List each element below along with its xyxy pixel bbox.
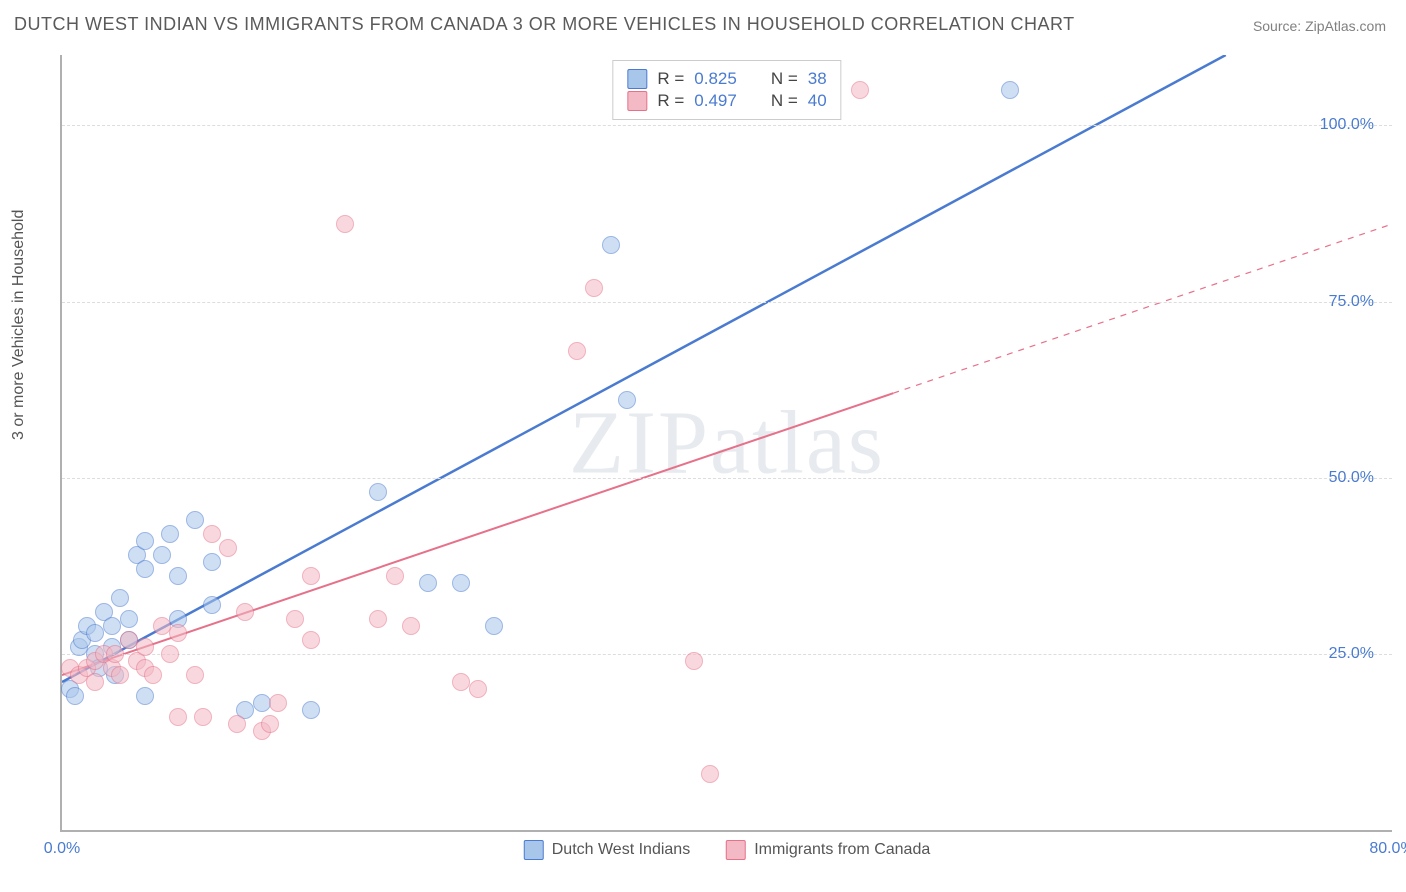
data-point	[169, 624, 187, 642]
data-point	[136, 560, 154, 578]
data-point	[302, 631, 320, 649]
data-point	[169, 567, 187, 585]
source-label: Source: ZipAtlas.com	[1253, 18, 1386, 34]
data-point	[302, 701, 320, 719]
data-point	[485, 617, 503, 635]
data-point	[161, 645, 179, 663]
data-point	[136, 638, 154, 656]
legend-series: Dutch West Indians Immigrants from Canada	[524, 840, 931, 860]
data-point	[86, 673, 104, 691]
data-point	[851, 81, 869, 99]
series-name: Immigrants from Canada	[754, 841, 930, 859]
data-point	[286, 610, 304, 628]
data-point	[111, 589, 129, 607]
data-point	[203, 525, 221, 543]
data-point	[186, 666, 204, 684]
data-point	[701, 765, 719, 783]
data-point	[261, 715, 279, 733]
data-point	[111, 666, 129, 684]
chart-title: DUTCH WEST INDIAN VS IMMIGRANTS FROM CAN…	[14, 14, 1075, 35]
data-point	[419, 574, 437, 592]
y-tick-label: 25.0%	[1329, 645, 1374, 663]
data-point	[1001, 81, 1019, 99]
data-point	[336, 215, 354, 233]
data-point	[103, 617, 121, 635]
data-point	[469, 680, 487, 698]
y-tick-label: 50.0%	[1329, 469, 1374, 487]
data-point	[369, 483, 387, 501]
trend-lines	[62, 55, 1392, 830]
data-point	[618, 391, 636, 409]
data-point	[86, 624, 104, 642]
data-point	[269, 694, 287, 712]
gridline	[62, 478, 1392, 479]
data-point	[66, 687, 84, 705]
data-point	[203, 553, 221, 571]
data-point	[153, 546, 171, 564]
data-point	[452, 574, 470, 592]
data-point	[302, 567, 320, 585]
y-axis-label: 3 or more Vehicles in Household	[10, 210, 28, 440]
legend-item: Dutch West Indians	[524, 840, 690, 860]
y-tick-label: 75.0%	[1329, 293, 1374, 311]
x-tick-label: 80.0%	[1369, 840, 1406, 858]
data-point	[120, 610, 138, 628]
legend-item: Immigrants from Canada	[726, 840, 930, 860]
data-point	[228, 715, 246, 733]
data-point	[169, 708, 187, 726]
data-point	[153, 617, 171, 635]
data-point	[602, 236, 620, 254]
plot-area: ZIPatlas R =0.825N =38R =0.497N =40 Dutc…	[60, 55, 1392, 832]
data-point	[203, 596, 221, 614]
gridline	[62, 125, 1392, 126]
data-point	[219, 539, 237, 557]
data-point	[568, 342, 586, 360]
series-name: Dutch West Indians	[552, 841, 690, 859]
data-point	[236, 603, 254, 621]
data-point	[120, 631, 138, 649]
legend-swatch-icon	[524, 840, 544, 860]
data-point	[106, 645, 124, 663]
data-point	[402, 617, 420, 635]
data-point	[685, 652, 703, 670]
data-point	[253, 694, 271, 712]
data-point	[136, 687, 154, 705]
data-point	[194, 708, 212, 726]
gridline	[62, 302, 1392, 303]
data-point	[161, 525, 179, 543]
data-point	[144, 666, 162, 684]
data-point	[452, 673, 470, 691]
y-tick-label: 100.0%	[1320, 116, 1374, 134]
data-point	[186, 511, 204, 529]
data-point	[386, 567, 404, 585]
data-point	[369, 610, 387, 628]
gridline	[62, 654, 1392, 655]
x-tick-label: 0.0%	[44, 840, 80, 858]
data-point	[585, 279, 603, 297]
data-point	[136, 532, 154, 550]
legend-swatch-icon	[726, 840, 746, 860]
